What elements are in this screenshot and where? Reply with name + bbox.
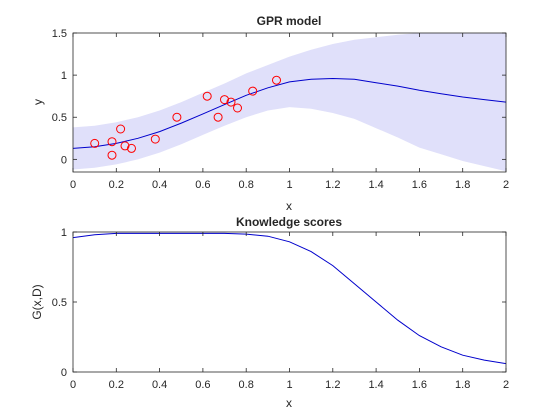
knowledge-xtick-label: 0.6 bbox=[195, 379, 210, 391]
data-point bbox=[202, 91, 212, 101]
knowledge-xtick-label: 1.6 bbox=[412, 379, 427, 391]
knowledge-ytick-label: 0 bbox=[61, 367, 67, 379]
gpr-xtick-label: 1.4 bbox=[368, 179, 383, 191]
data-point bbox=[127, 143, 136, 153]
knowledge-xtick-label: 1.4 bbox=[368, 379, 383, 391]
gpr-xtick-label: 1.8 bbox=[455, 179, 470, 191]
data-point bbox=[272, 75, 281, 85]
knowledge-ylabel: G(x,D) bbox=[30, 284, 44, 319]
knowledge-xtick-label: 2 bbox=[503, 379, 509, 391]
gpr-ytick-label: 0 bbox=[61, 154, 67, 166]
knowledge-axes: 0 0.2 0.4 0.6 0.8 1 1.2 1.4 1.6 1.8 2 0 0.5 1 bbox=[52, 227, 509, 391]
knowledge-title: Knowledge scores bbox=[236, 215, 342, 229]
gpr-xtick-label: 0.8 bbox=[239, 179, 254, 191]
gpr-model-panel: GPR model 0 0.2 0.4 0.6 0.8 1 1.2 1.4 1.6 1.8 2 0 0.… bbox=[31, 14, 509, 213]
gpr-axes: 0 0.2 0.4 0.6 0.8 1 1.2 1.4 1.6 1.8 2 0 0.5 1 1.5 bbox=[52, 28, 509, 191]
data-point bbox=[172, 112, 182, 122]
gpr-xtick-label: 0.2 bbox=[109, 179, 124, 191]
knowledge-score-line bbox=[73, 232, 506, 365]
knowledge-xtick-label: 1.2 bbox=[325, 379, 340, 391]
data-point bbox=[90, 138, 100, 148]
data-point bbox=[107, 137, 117, 147]
data-point bbox=[220, 95, 229, 105]
knowledge-xtick-label: 0.4 bbox=[152, 379, 167, 391]
knowledge-xtick-label: 0 bbox=[70, 379, 76, 391]
knowledge-xtick-label: 1.8 bbox=[455, 379, 470, 391]
gpr-ytick-label: 1.5 bbox=[52, 28, 67, 40]
gpr-xtick-label: 2 bbox=[503, 179, 509, 191]
data-point bbox=[116, 124, 126, 134]
gpr-xtick-label: 0.6 bbox=[195, 179, 210, 191]
gpr-title: GPR model bbox=[257, 14, 322, 28]
data-point bbox=[107, 150, 117, 160]
knowledge-xlabel: x bbox=[286, 396, 292, 410]
data-point bbox=[150, 134, 160, 144]
knowledge-axes-box bbox=[72, 231, 507, 373]
gpr-xtick-label: 1 bbox=[286, 179, 292, 191]
knowledge-ytick-label: 0.5 bbox=[52, 297, 67, 309]
gpr-marks bbox=[73, 33, 506, 172]
confidence-band bbox=[73, 33, 506, 172]
gpr-xtick-label: 0 bbox=[70, 179, 76, 191]
data-point bbox=[213, 112, 223, 122]
gpr-ylabel: y bbox=[31, 99, 45, 105]
knowledge-xtick-label: 0.8 bbox=[239, 379, 254, 391]
gpr-plot-area bbox=[73, 33, 506, 172]
knowledge-xtick-label: 0.2 bbox=[109, 379, 124, 391]
gpr-xtick-label: 1.2 bbox=[325, 179, 340, 191]
gpr-ytick-label: 0.5 bbox=[52, 112, 67, 124]
knowledge-plot-area bbox=[73, 232, 506, 365]
knowledge-marks bbox=[73, 232, 506, 365]
gpr-xtick-label: 0.4 bbox=[152, 179, 167, 191]
data-point bbox=[120, 141, 130, 151]
knowledge-ytick-label: 1 bbox=[61, 227, 67, 239]
knowledge-xtick-label: 1 bbox=[286, 379, 292, 391]
knowledge-scores-panel: Knowledge scores 0 0.2 0.4 0.6 0.8 1 1.2 1.4 1.6… bbox=[30, 215, 509, 410]
gpr-xlabel: x bbox=[286, 199, 292, 213]
mean-prediction-line bbox=[73, 77, 506, 149]
gpr-ytick-label: 1 bbox=[61, 70, 67, 82]
data-point bbox=[248, 86, 258, 96]
data-point bbox=[226, 97, 236, 107]
data-point bbox=[233, 103, 242, 113]
gpr-xtick-label: 1.6 bbox=[412, 179, 427, 191]
